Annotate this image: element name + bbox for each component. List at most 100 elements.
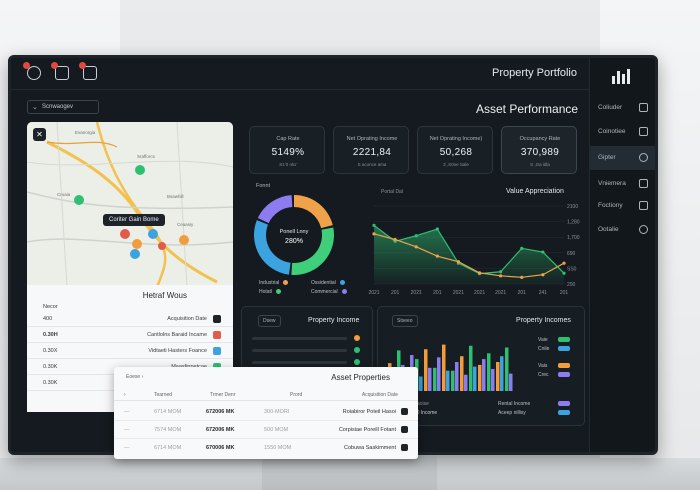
donut-slice[interactable] <box>257 195 293 224</box>
bar[interactable] <box>455 362 459 391</box>
series-line-green[interactable] <box>373 224 565 275</box>
sidebar-item-ootalie[interactable]: Ootalie <box>590 220 655 240</box>
folder-icon[interactable] <box>79 62 97 80</box>
map-pin[interactable] <box>130 249 140 259</box>
sidebar-item-label: Gipter <box>598 154 616 161</box>
bar[interactable] <box>446 370 450 391</box>
data-point[interactable] <box>372 232 376 236</box>
kpi-card[interactable]: Net Oprating Income 2221,84 S aconce ama <box>333 126 409 174</box>
chevron-right-icon[interactable]: › <box>124 392 126 398</box>
donut-slice[interactable] <box>294 195 333 229</box>
bar[interactable] <box>491 368 495 391</box>
column-header[interactable]: Prord <box>290 392 303 398</box>
map-pin[interactable] <box>158 242 166 250</box>
bar[interactable] <box>505 347 509 392</box>
income-track <box>252 349 347 352</box>
data-point[interactable] <box>499 274 503 278</box>
bar[interactable] <box>500 356 504 391</box>
legend-item[interactable]: Industrial <box>259 280 289 286</box>
period-chip[interactable]: Dsew <box>258 315 281 327</box>
table-row[interactable]: — 6714 MOM 672006 MK 300-MORI Roiabiror … <box>114 403 418 421</box>
data-point[interactable] <box>541 250 545 254</box>
map-pin[interactable] <box>135 165 145 175</box>
bar[interactable] <box>433 367 437 391</box>
sidebar-item-coinotiee[interactable]: Coinotiee <box>590 122 655 142</box>
bar[interactable] <box>478 364 482 391</box>
close-icon[interactable]: ✕ <box>33 128 46 141</box>
data-point[interactable] <box>477 271 482 275</box>
portfolio-dropdown[interactable]: ⌄ Scnwaogev <box>27 100 99 114</box>
bar[interactable] <box>496 362 500 391</box>
map-pin[interactable] <box>132 239 142 249</box>
table-row[interactable]: — 7574 MOM 672006 MK 500 MOM Corpisiae P… <box>114 421 418 439</box>
table-row[interactable]: — 6714 MOM 670006 MK 1550 MOM Cobuwa Sas… <box>114 439 418 457</box>
series-line-orange[interactable] <box>373 233 565 278</box>
column-header[interactable]: Tearned <box>154 392 173 398</box>
legend-item[interactable]: Cnile <box>538 346 549 352</box>
row-menu-icon[interactable]: — <box>124 409 130 415</box>
row-menu-icon[interactable]: — <box>124 445 130 451</box>
legend-item[interactable]: Crec <box>538 372 549 378</box>
data-point[interactable] <box>393 237 397 242</box>
kpi-card-selected[interactable]: Occupancy Rate 370,989 S ,Ga idla <box>501 126 577 174</box>
legend-item[interactable]: Commercial <box>311 289 347 295</box>
appreciation-chart[interactable]: 200 SS0 690 1,700 1,280 2100 2021 201 2021 201 202… <box>366 198 586 298</box>
column-header[interactable]: Trmer Denr <box>210 392 236 398</box>
sidebar-item-foctiony[interactable]: Foctiony <box>590 196 655 216</box>
bar[interactable] <box>487 353 491 391</box>
data-point[interactable] <box>541 273 545 277</box>
bar[interactable] <box>464 374 468 391</box>
data-point[interactable] <box>562 261 566 265</box>
row-menu-icon[interactable]: — <box>124 427 130 433</box>
period-chip[interactable]: Stseeo <box>392 315 418 327</box>
bar[interactable] <box>469 345 473 391</box>
bar[interactable] <box>460 356 464 391</box>
data-point[interactable] <box>562 271 566 275</box>
legend-item[interactable]: Vaie <box>538 337 548 343</box>
sidebar-item-vniemera[interactable]: Vniemera <box>590 174 655 194</box>
legend-label: Commercial <box>311 289 338 295</box>
data-point[interactable] <box>520 275 524 279</box>
map-pin[interactable] <box>120 229 130 239</box>
sidebar-item-gipter[interactable]: Gipter <box>590 146 655 170</box>
data-point[interactable] <box>372 223 376 227</box>
kpi-card[interactable]: Cap Rate 5149% S1ʻ0 nlcr <box>249 126 325 174</box>
bar[interactable] <box>482 359 486 391</box>
map-pin[interactable] <box>148 229 158 239</box>
donut-slice[interactable] <box>291 227 334 275</box>
data-point[interactable] <box>435 254 439 258</box>
data-point[interactable] <box>414 245 418 249</box>
bar[interactable] <box>442 344 446 391</box>
donut-slice[interactable] <box>254 220 291 275</box>
bar[interactable] <box>509 373 513 391</box>
table-row[interactable]: 0.30H Cantlolns Baraid Incame <box>27 327 233 343</box>
table-row[interactable]: 0.30X Vidtaeti Hasters Foance <box>27 343 233 359</box>
bar[interactable] <box>451 370 455 391</box>
bar[interactable] <box>428 367 432 391</box>
data-point[interactable] <box>456 260 461 264</box>
grid-icon <box>639 103 648 112</box>
status-dot <box>354 335 360 341</box>
data-point[interactable] <box>414 234 418 238</box>
sidebar-item-coliuder[interactable]: Coliuder <box>590 98 655 118</box>
legend-item[interactable]: Ossidential <box>311 280 345 286</box>
filter-chip[interactable]: Eoese › <box>126 374 144 380</box>
bar[interactable] <box>437 357 441 391</box>
bar[interactable] <box>424 349 428 391</box>
legend-item[interactable]: Vais <box>538 363 547 369</box>
data-point[interactable] <box>435 227 439 231</box>
bar[interactable] <box>473 366 477 391</box>
target-icon[interactable] <box>23 62 41 80</box>
column-header[interactable]: Acquisition Date <box>361 392 398 398</box>
bar[interactable] <box>419 376 423 392</box>
kpi-card[interactable]: Net Oprating Income) 50,268 3 ,S0ne Sale <box>417 126 493 174</box>
donut-chart[interactable]: Ponell Lnny 280% <box>249 190 339 280</box>
map-pin[interactable] <box>74 195 84 205</box>
map-pin[interactable] <box>179 235 189 245</box>
table-row[interactable]: 400 Acquisition Date <box>27 311 233 327</box>
table-row[interactable]: Necor <box>27 299 233 315</box>
check-list-icon[interactable] <box>51 62 69 80</box>
data-point[interactable] <box>499 270 503 274</box>
legend-item[interactable]: Hotatl <box>259 289 282 295</box>
data-point[interactable] <box>520 246 524 250</box>
